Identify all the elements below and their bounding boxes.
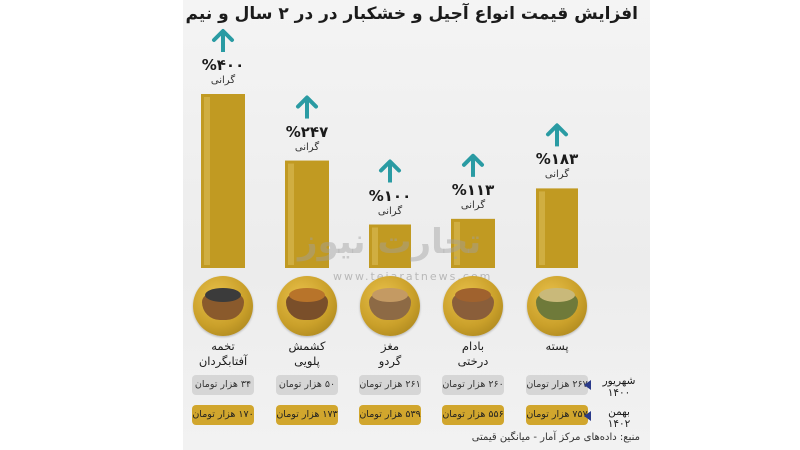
increase-percent-label: %۱۱۳ bbox=[451, 180, 495, 199]
row-pointer-first-icon bbox=[584, 380, 591, 390]
category-name-line: پلویی bbox=[294, 354, 320, 368]
bar-5 bbox=[536, 188, 578, 268]
category-name: تخمه آفتابگردان bbox=[183, 339, 265, 369]
row-pointer-second-icon bbox=[584, 411, 591, 421]
price-second-period: ۵۳۹ هزار تومان bbox=[359, 405, 421, 425]
row-label-second-year: ۱۴۰۲ bbox=[607, 418, 631, 430]
price-first-period: ۲۶۱ هزار تومان bbox=[359, 375, 421, 395]
raisins-icon bbox=[277, 276, 337, 336]
category-name-line: گردو bbox=[378, 354, 402, 368]
category-name-line: آفتابگردان bbox=[198, 354, 248, 368]
bowl-contents-shape bbox=[455, 288, 491, 302]
row-label-second-month: بهمن bbox=[608, 406, 630, 418]
price-second-period: ۱۷۳ هزار تومان bbox=[276, 405, 338, 425]
bar-4 bbox=[451, 218, 495, 268]
bar-1 bbox=[201, 94, 245, 268]
up-arrow-icon bbox=[212, 29, 234, 52]
price-second-period: ۵۵۶ هزار تومان bbox=[442, 405, 504, 425]
row-label-first: شهریور ۱۴۰۰ bbox=[593, 375, 645, 399]
category-name-line: درختی bbox=[457, 354, 489, 368]
row-label-second: بهمن ۱۴۰۲ bbox=[593, 406, 645, 430]
row-label-first-year: ۱۴۰۰ bbox=[607, 387, 631, 399]
left-margin bbox=[0, 0, 183, 450]
sunflower-seeds-icon bbox=[193, 276, 253, 336]
bowl-contents-shape bbox=[372, 288, 408, 302]
almond-icon bbox=[443, 276, 503, 336]
page-title: افزایش قیمت انواع آجیل و خشکبار در در ۲ … bbox=[183, 4, 638, 24]
bowl-contents-shape bbox=[539, 288, 575, 302]
bar-2 bbox=[285, 160, 329, 268]
price-first-period: ۵۰ هزار تومان bbox=[276, 375, 338, 395]
increase-note-label: گرانی bbox=[294, 141, 320, 153]
source-note: منبع: داده‌های مرکز آمار - میانگین قیمتی bbox=[471, 432, 640, 443]
bowl-contents-shape bbox=[289, 288, 325, 302]
category-name: بادام درختی bbox=[431, 339, 515, 369]
category-name: مغز گردو bbox=[348, 339, 432, 369]
watermark-url: www.tejaratnews.com bbox=[333, 270, 493, 283]
up-arrow-icon bbox=[462, 153, 484, 177]
price-first-period: ۲۶۰ هزار تومان bbox=[442, 375, 504, 395]
category-name-line: بادام bbox=[461, 339, 485, 353]
up-arrow-icon bbox=[379, 159, 401, 183]
increase-percent-label: %۲۴۷ bbox=[285, 122, 329, 141]
right-margin bbox=[650, 0, 800, 450]
increase-percent-label: %۴۰۰ bbox=[201, 56, 245, 74]
bar-3 bbox=[369, 224, 411, 268]
pistachio-icon bbox=[527, 276, 587, 336]
increase-note-label: گرانی bbox=[377, 205, 403, 217]
bar-highlight-2 bbox=[288, 163, 294, 265]
category-name: کشمش پلویی bbox=[265, 339, 349, 369]
up-arrow-icon bbox=[296, 95, 318, 119]
bar-chart bbox=[201, 29, 578, 268]
category-name-line: تخمه bbox=[211, 339, 235, 353]
watermark-logo-text: تجارت نیوز bbox=[298, 222, 482, 262]
increase-percent-label: %۱۰۰ bbox=[368, 186, 412, 205]
walnut-icon bbox=[360, 276, 420, 336]
category-name-line: پسته bbox=[545, 339, 569, 353]
bar-highlight-1 bbox=[204, 97, 210, 265]
bowl-contents-shape bbox=[205, 288, 241, 302]
bar-highlight-4 bbox=[454, 221, 460, 265]
row-label-first-month: شهریور bbox=[602, 375, 636, 387]
price-second-period: ۱۷۰ هزار تومان bbox=[192, 405, 254, 425]
bar-highlight-3 bbox=[372, 227, 378, 265]
category-name: پسته bbox=[515, 339, 599, 354]
increase-percent-label: %۱۸۳ bbox=[535, 150, 579, 169]
bar-highlight-5 bbox=[539, 191, 545, 265]
price-second-period: ۷۵۷ هزار تومان bbox=[526, 405, 588, 425]
price-first-period: ۳۴ هزار تومان bbox=[192, 375, 254, 395]
price-first-period: ۲۶۷ هزار تومان bbox=[526, 375, 588, 395]
category-name-line: مغز bbox=[380, 339, 400, 353]
increase-note-label: گرانی bbox=[210, 75, 236, 86]
category-name-line: کشمش bbox=[288, 339, 326, 353]
increase-note-label: گرانی bbox=[460, 199, 486, 211]
increase-note-label: گرانی bbox=[544, 169, 570, 181]
infographic-card: افزایش قیمت انواع آجیل و خشکبار در در ۲ … bbox=[183, 0, 650, 450]
up-arrow-icon bbox=[546, 123, 568, 147]
